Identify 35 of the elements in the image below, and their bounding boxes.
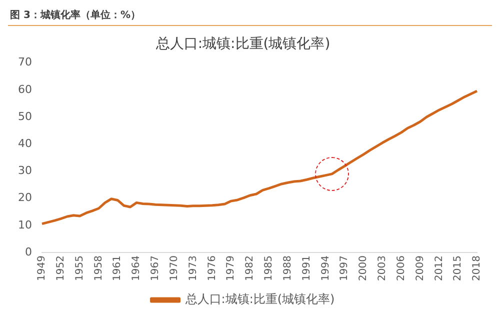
x-tick-label: 2003 — [377, 256, 388, 282]
y-tick-label: 30 — [18, 164, 32, 178]
x-tick-label: 1985 — [264, 256, 275, 282]
x-tick-label: 1994 — [320, 256, 332, 282]
chart-title: 总人口:城镇:比重(城镇化率) — [154, 36, 330, 52]
x-tick-label: 1958 — [93, 256, 104, 282]
y-tick-label: 40 — [18, 136, 32, 150]
x-tick-label: 2015 — [452, 256, 464, 282]
x-tick-label: 1973 — [188, 256, 199, 282]
y-tick-label: 20 — [18, 191, 32, 204]
y-tick-label: 50 — [18, 110, 32, 123]
x-tick-label: 1979 — [226, 256, 237, 282]
x-tick-label: 1961 — [112, 256, 124, 282]
x-tick-label: 1970 — [168, 256, 180, 282]
x-tick-label: 1991 — [301, 256, 312, 282]
x-tick-label: 2009 — [414, 256, 426, 282]
y-tick-label: 60 — [18, 82, 32, 96]
x-tick-label: 1982 — [244, 256, 256, 282]
x-tick-label: 2012 — [434, 256, 445, 282]
x-tick-label: 1967 — [150, 256, 162, 282]
x-tick-label: 1976 — [206, 256, 218, 282]
y-tick-label: 10 — [18, 218, 32, 232]
y-tick-label: 70 — [18, 56, 32, 69]
x-tick-label: 2006 — [396, 256, 407, 282]
x-tick-label: 1952 — [56, 256, 67, 282]
y-tick-label: 0 — [24, 245, 32, 258]
x-tick-label: 2018 — [472, 256, 483, 282]
x-tick-label: 1949 — [36, 256, 48, 282]
x-tick-label: 1997 — [339, 256, 350, 282]
x-tick-label: 1964 — [131, 256, 142, 282]
x-tick-label: 1988 — [282, 256, 294, 282]
legend-label: 总人口:城镇:比重(城镇化率) — [184, 292, 335, 306]
caption: 图 3：城镇化率（单位：%） — [8, 8, 492, 26]
x-tick-label: 2000 — [358, 256, 370, 282]
x-tick-label: 1955 — [74, 256, 86, 282]
